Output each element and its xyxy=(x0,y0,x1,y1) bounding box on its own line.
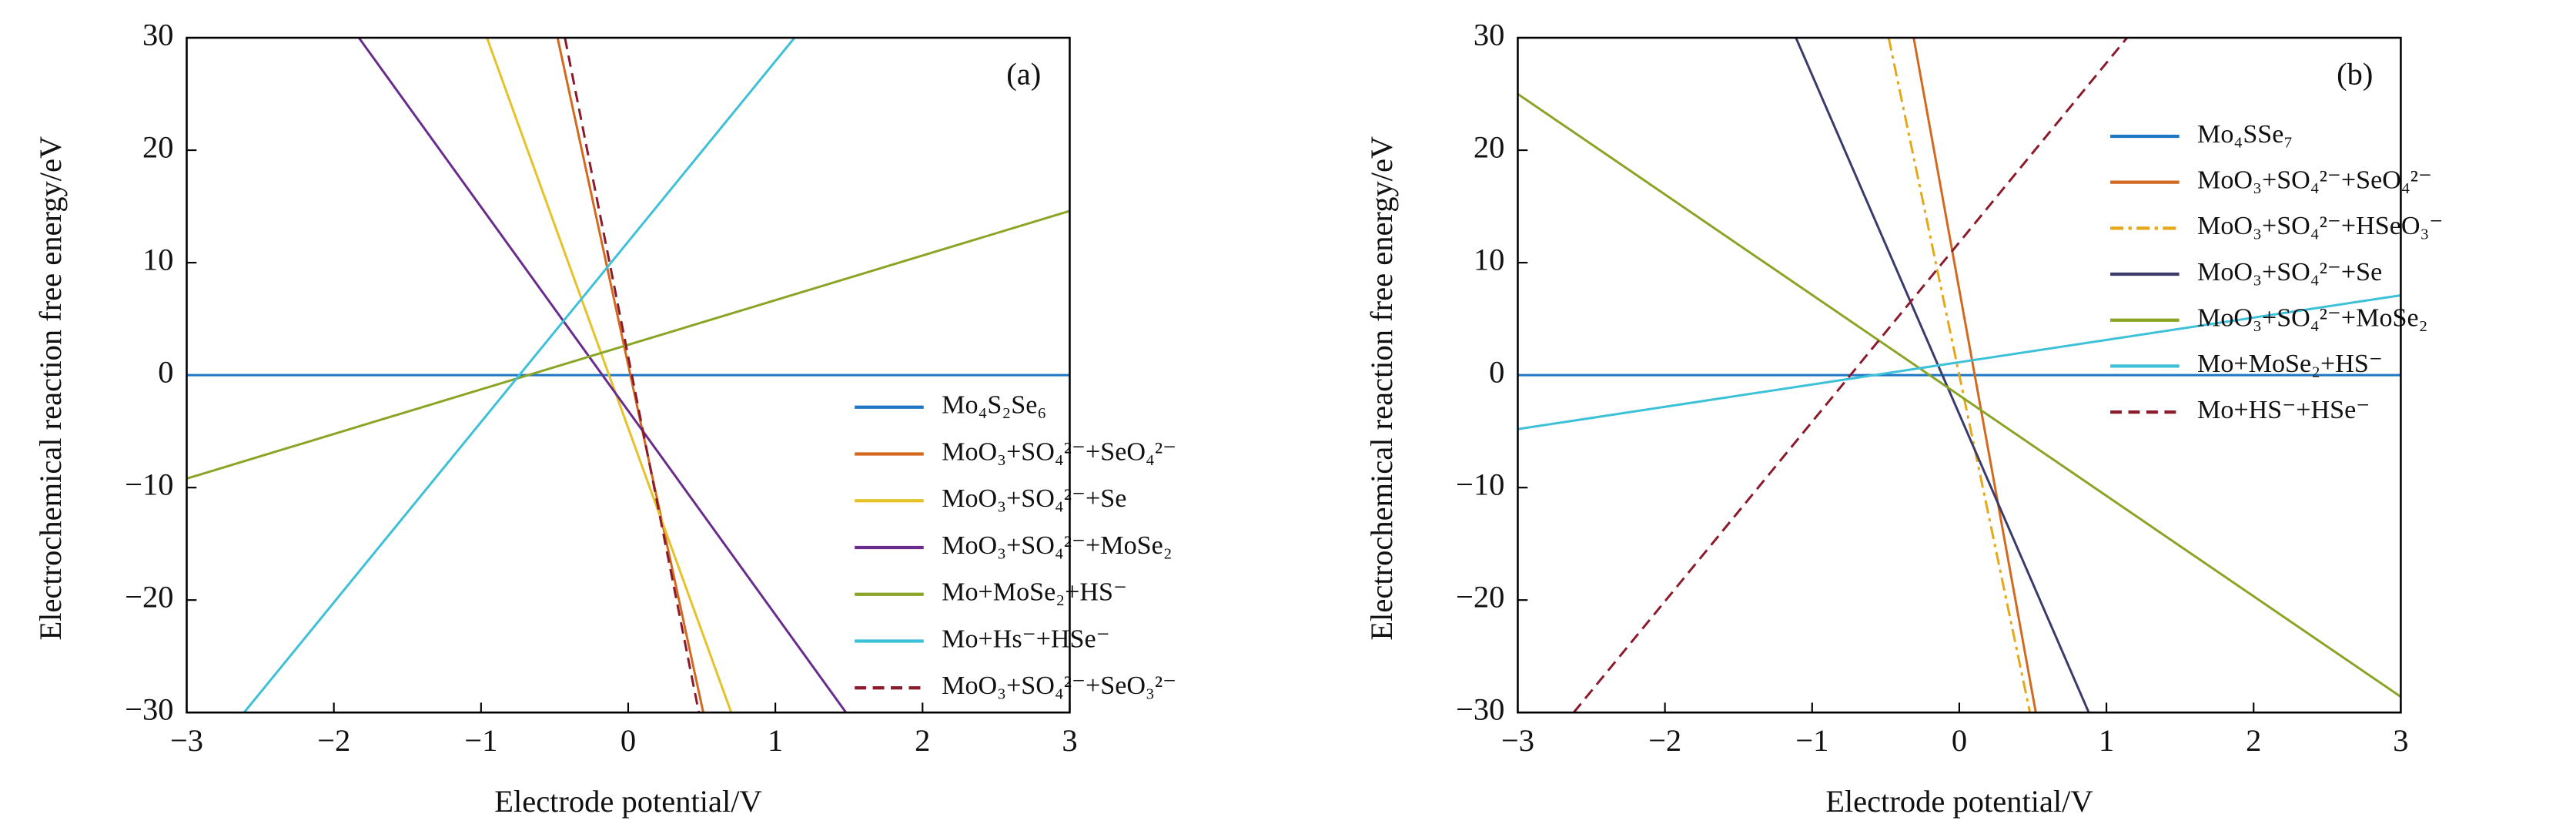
x-tick-label: 3 xyxy=(1062,723,1077,758)
panel-label: (a) xyxy=(1006,56,1041,91)
series-line xyxy=(357,38,848,713)
legend-label: Mo₄SSe₇ xyxy=(2197,120,2293,149)
plot-frame xyxy=(186,36,1071,714)
legend-label: Mo+HS⁻+HSe⁻ xyxy=(2197,396,2370,424)
series-line xyxy=(1572,38,2129,713)
legend-label: Mo+Hs⁻+HSe⁻ xyxy=(942,625,1110,653)
x-tick-label: 1 xyxy=(768,723,783,758)
x-tick-label: 0 xyxy=(1952,723,1967,758)
x-axis-label: Electrode potential/V xyxy=(494,784,761,819)
y-tick-label: −20 xyxy=(125,580,173,615)
legend-label: MoO₃+SO₄²⁻+SeO₄²⁻ xyxy=(942,437,1176,466)
x-tick-label: 2 xyxy=(915,723,930,758)
series-line xyxy=(186,209,1070,480)
panel-label: (b) xyxy=(2337,56,2373,91)
series-line xyxy=(556,38,704,713)
legend-label: MoO₃+SO₄²⁻+HSeO₃⁻ xyxy=(2197,212,2443,240)
legend-label: MoO₃+SO₄²⁻+MoSe₂ xyxy=(2197,304,2428,333)
legend-label: MoO₃+SO₄²⁻+Se xyxy=(942,484,1126,513)
legend-label: MoO₃+SO₄²⁻+Se xyxy=(2197,258,2382,286)
y-tick-label: −10 xyxy=(125,467,173,501)
y-tick-label: 20 xyxy=(142,129,174,164)
plot-lines xyxy=(1517,38,2401,713)
x-tick-label: −1 xyxy=(464,723,497,758)
legend-label: MoO₃+SO₄²⁻+SeO₃²⁻ xyxy=(942,672,1176,700)
x-tick-label: 2 xyxy=(2246,723,2261,758)
series-line xyxy=(564,38,701,713)
y-tick-label: 10 xyxy=(1474,242,1505,276)
series-line xyxy=(243,38,796,713)
y-tick-label: 10 xyxy=(142,242,174,276)
x-tick-label: −3 xyxy=(1501,723,1534,758)
plot-frame xyxy=(1517,36,2402,714)
x-tick-label: −3 xyxy=(170,723,203,758)
x-tick-label: 0 xyxy=(621,723,636,758)
legend-label: Mo+MoSe₂+HS⁻ xyxy=(2197,350,2383,378)
series-line xyxy=(1517,92,2401,698)
series-line xyxy=(486,38,733,713)
x-axis-label: Electrode potential/V xyxy=(1825,784,2093,819)
plot-lines xyxy=(186,38,1070,713)
y-tick-label: −10 xyxy=(1456,467,1504,501)
y-tick-label: 20 xyxy=(1474,129,1505,164)
series-line xyxy=(1887,38,2032,713)
x-tick-label: 3 xyxy=(2393,723,2408,758)
y-tick-label: 30 xyxy=(142,17,174,52)
y-axis-label: Electrochemical reaction free energy/eV xyxy=(33,136,68,641)
x-tick-label: −2 xyxy=(1648,723,1681,758)
x-tick-label: −1 xyxy=(1795,723,1828,758)
y-tick-label: 0 xyxy=(158,354,173,389)
series-line xyxy=(1912,38,2037,713)
x-tick-label: −2 xyxy=(317,723,350,758)
y-tick-label: 30 xyxy=(1474,17,1505,52)
legend-label: MoO₃+SO₄²⁻+SeO₄²⁻ xyxy=(2197,166,2432,194)
legend-label: Mo+MoSe₂+HS⁻ xyxy=(942,578,1127,607)
y-tick-label: −20 xyxy=(1456,580,1504,615)
y-tick-label: −30 xyxy=(1456,692,1504,727)
x-tick-label: 1 xyxy=(2099,723,2114,758)
legend-label: MoO₃+SO₄²⁻+MoSe₂ xyxy=(942,531,1173,560)
y-tick-label: −30 xyxy=(125,692,173,727)
series-line xyxy=(1517,293,2401,430)
series-line xyxy=(1795,38,2090,713)
y-axis-label: Electrochemical reaction free energy/eV xyxy=(1364,136,1399,641)
legend-label: Mo₄S₂Se₆ xyxy=(942,391,1046,420)
y-tick-label: 0 xyxy=(1489,354,1504,389)
